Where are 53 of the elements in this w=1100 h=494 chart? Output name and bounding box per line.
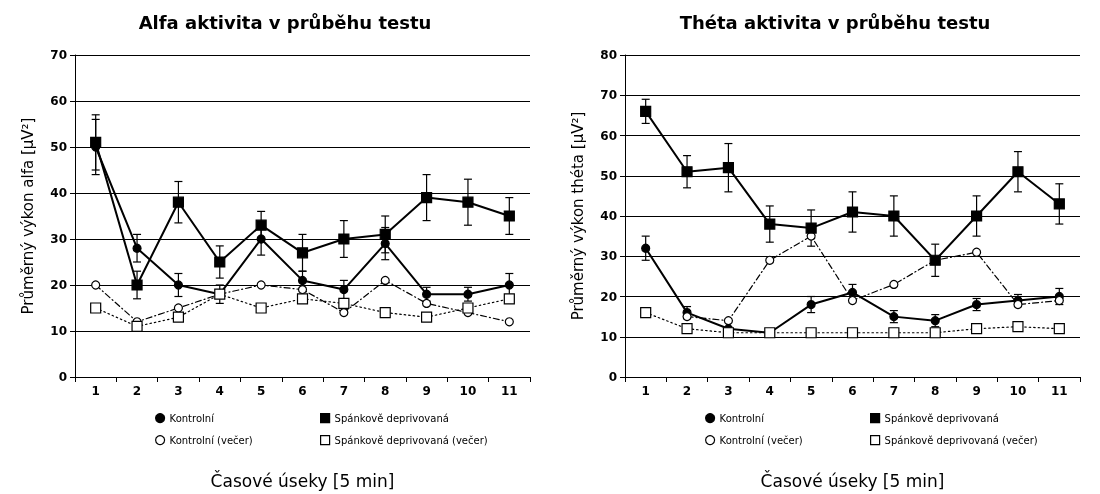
x-tick-label: 9 bbox=[972, 384, 981, 398]
y-tick-label: 50 bbox=[600, 168, 617, 183]
legend-label: Kontrolní bbox=[169, 412, 216, 424]
legend-label: Spánkově deprivovaná bbox=[334, 412, 449, 424]
y-tick-label: 40 bbox=[600, 209, 617, 223]
y-tick-label: 60 bbox=[600, 128, 617, 143]
chart-title: Théta aktivita v průběhu testu bbox=[679, 11, 991, 33]
y-tick-label: 20 bbox=[50, 278, 67, 292]
x-tick-label: 1 bbox=[641, 384, 650, 398]
x-axis-title: Časové úseky [5 min] bbox=[760, 469, 945, 491]
x-tick-label: 1 bbox=[91, 384, 100, 398]
x-tick-label: 8 bbox=[931, 384, 940, 398]
legend-label: Spánkově deprivovaná bbox=[884, 412, 999, 424]
y-tick-label: 80 bbox=[600, 48, 617, 62]
x-tick-label: 11 bbox=[500, 384, 518, 398]
y-tick-label: 30 bbox=[600, 249, 617, 264]
y-tick-label: 40 bbox=[50, 186, 67, 200]
legend-label: Spánkově deprivovaná (večer) bbox=[334, 434, 488, 446]
x-tick-label: 5 bbox=[806, 384, 816, 398]
x-tick-label: 10 bbox=[459, 384, 477, 398]
chart-title: Alfa aktivita v průběhu testu bbox=[138, 11, 432, 33]
x-tick-label: 4 bbox=[215, 384, 224, 398]
y-tick-label: 20 bbox=[600, 289, 617, 304]
x-tick-label: 11 bbox=[1050, 384, 1068, 398]
x-tick-label: 2 bbox=[132, 384, 142, 398]
x-axis-title: Časové úseky [5 min] bbox=[210, 469, 395, 491]
y-tick-label: 70 bbox=[50, 48, 67, 62]
x-tick-label: 7 bbox=[339, 384, 349, 398]
legend-label: Kontrolní bbox=[719, 412, 766, 424]
y-tick-label: 30 bbox=[50, 232, 67, 246]
y-axis-title: Průměrný výkon alfa [μV²] bbox=[18, 117, 37, 315]
legend-label: Kontrolní (večer) bbox=[719, 434, 803, 446]
legend-label: Kontrolní (večer) bbox=[169, 434, 253, 446]
y-tick-label: 70 bbox=[600, 88, 617, 103]
x-tick-label: 9 bbox=[422, 384, 431, 398]
y-tick-label: 60 bbox=[50, 94, 67, 108]
x-tick-label: 6 bbox=[298, 384, 307, 398]
y-tick-label: 0 bbox=[608, 370, 617, 384]
x-tick-label: 6 bbox=[848, 384, 857, 398]
y-tick-label: 50 bbox=[50, 140, 67, 154]
x-tick-label: 7 bbox=[889, 384, 899, 398]
x-tick-label: 3 bbox=[724, 384, 733, 398]
x-tick-label: 10 bbox=[1009, 384, 1027, 398]
x-tick-label: 5 bbox=[256, 384, 266, 398]
y-tick-label: 0 bbox=[58, 370, 67, 384]
x-tick-label: 2 bbox=[682, 384, 692, 398]
x-tick-label: 3 bbox=[174, 384, 183, 398]
legend-label: Spánkově deprivovaná (večer) bbox=[884, 434, 1038, 446]
x-tick-label: 4 bbox=[765, 384, 774, 398]
y-axis-title: Průměrný výkon théta [μV²] bbox=[568, 111, 587, 321]
x-tick-label: 8 bbox=[381, 384, 390, 398]
y-tick-label: 10 bbox=[50, 324, 67, 338]
y-tick-label: 10 bbox=[600, 329, 617, 344]
